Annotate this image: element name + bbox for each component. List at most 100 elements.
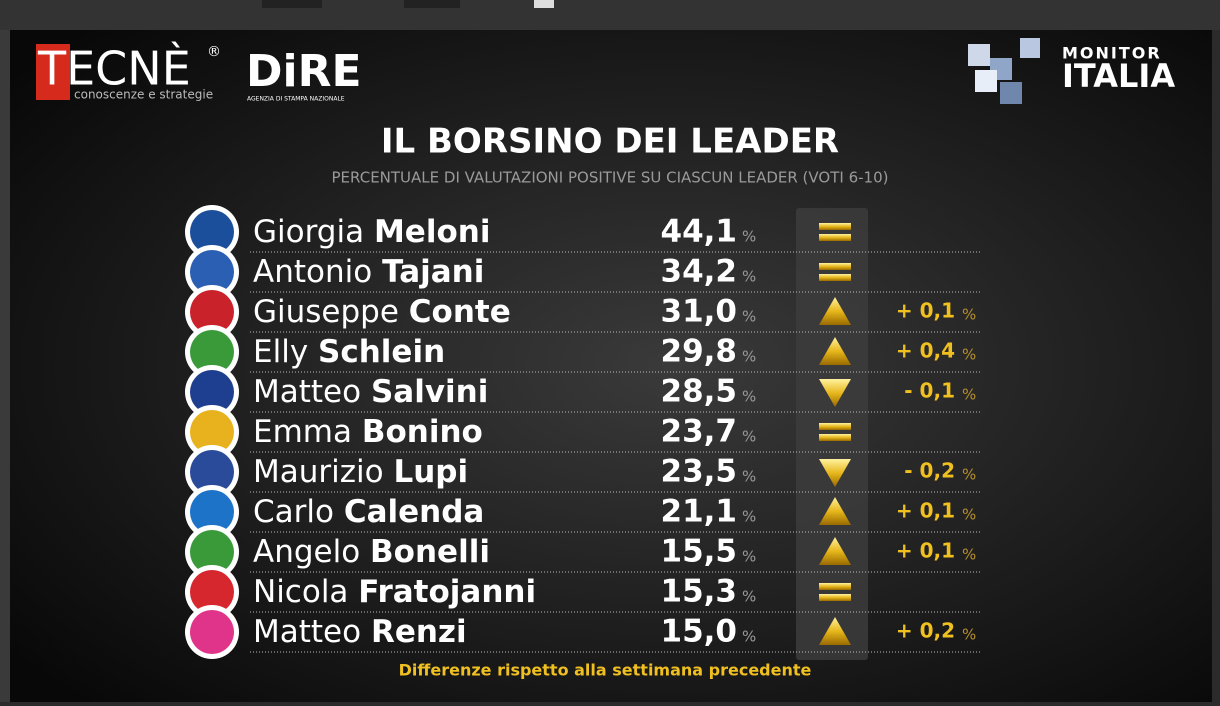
- rating-value: 44,1: [661, 214, 738, 250]
- rating-value: 34,2: [661, 254, 738, 290]
- last-name: Bonino: [362, 414, 483, 450]
- leader-row: Giuseppe Conte 31,0% + 0,1%: [185, 285, 982, 339]
- rating-unit: %: [742, 348, 756, 366]
- rating-value: 21,1: [661, 494, 738, 530]
- last-name: Calenda: [344, 494, 485, 530]
- trend-down: [819, 379, 851, 407]
- trend-equal: [819, 594, 851, 601]
- first-name: Angelo: [253, 534, 360, 570]
- rating-value: 15,3: [661, 574, 738, 610]
- change-unit: %: [962, 506, 976, 524]
- trend-up: [819, 297, 851, 325]
- download-button[interactable]: [534, 0, 554, 8]
- rating-unit: %: [742, 468, 756, 486]
- weekly-change: + 0,1: [896, 299, 955, 323]
- first-name: Carlo: [253, 494, 334, 530]
- leader-row: Giorgia Meloni 44,1%: [185, 205, 982, 259]
- zoom-field[interactable]: [404, 0, 460, 8]
- rating-value: 23,5: [661, 454, 738, 490]
- first-name: Maurizio: [253, 454, 384, 490]
- page-field[interactable]: [262, 0, 322, 8]
- first-name: Giorgia: [253, 214, 364, 250]
- party-logo-inner: [190, 210, 234, 254]
- trend-equal: [819, 223, 851, 230]
- rating-unit: %: [742, 268, 756, 286]
- leader-name: Giuseppe Conte: [253, 294, 511, 330]
- change-unit: %: [962, 466, 976, 484]
- rating-unit: %: [742, 588, 756, 606]
- trend-equal: [819, 234, 851, 241]
- tecne-sub: conoscenze e strategie: [74, 88, 213, 102]
- tecne-mark: [36, 44, 70, 100]
- monitor-cubes: [968, 38, 1040, 104]
- change-unit: %: [962, 346, 976, 364]
- toolbar: [0, 0, 1220, 30]
- last-name: Renzi: [371, 614, 467, 650]
- subtitle: PERCENTUALE DI VALUTAZIONI POSITIVE SU C…: [332, 169, 889, 187]
- tecne-logo: TECNÈ: [37, 42, 191, 96]
- first-name: Emma: [253, 414, 352, 450]
- first-name: Elly: [253, 334, 308, 370]
- dire-logo: DiRE: [246, 46, 362, 97]
- last-name: Tajani: [382, 254, 484, 290]
- change-unit: %: [962, 546, 976, 564]
- last-name: Bonelli: [370, 534, 490, 570]
- weekly-change: - 0,2: [904, 459, 955, 483]
- margin: [0, 30, 10, 702]
- first-name: Giuseppe: [253, 294, 399, 330]
- trend-up: [819, 617, 851, 645]
- leader-name: Matteo Renzi: [253, 614, 467, 650]
- party-logo-inner: [190, 290, 234, 334]
- party-logo-inner: [190, 530, 234, 574]
- rating-value: 29,8: [661, 334, 738, 370]
- party-logo-inner: [190, 490, 234, 534]
- trend-up: [819, 337, 851, 365]
- trend-up: [819, 497, 851, 525]
- dire-sub: AGENZIA DI STAMPA NAZIONALE: [247, 96, 345, 103]
- leader-name: Nicola Fratojanni: [253, 574, 536, 610]
- rating-unit: %: [742, 388, 756, 406]
- trend-equal: [819, 434, 851, 441]
- first-name: Matteo: [253, 614, 361, 650]
- tecne-reg: ®: [207, 44, 221, 60]
- change-unit: %: [962, 386, 976, 404]
- leader-name: Maurizio Lupi: [253, 454, 468, 490]
- rating-unit: %: [742, 548, 756, 566]
- leader-name: Emma Bonino: [253, 414, 483, 450]
- last-name: Conte: [409, 294, 511, 330]
- rating-unit: %: [742, 228, 756, 246]
- rows: Giorgia Meloni 44,1 %Antonio Tajani 34,2 %Gi…: [185, 205, 982, 659]
- last-name: Schlein: [318, 334, 445, 370]
- weekly-change: - 0,1: [904, 379, 955, 403]
- rating-value: 23,7: [661, 414, 738, 450]
- leader-name: Antonio Tajani: [253, 254, 484, 290]
- change-unit: %: [962, 306, 976, 324]
- leader-row: Angelo Bonelli 15,5% + 0,1%: [185, 525, 982, 579]
- leader-name: Elly Schlein: [253, 334, 445, 370]
- leader-row: Maurizio Lupi 23,5% - 0,2%: [185, 445, 982, 499]
- rating-unit: %: [742, 308, 756, 326]
- rating-value: 28,5: [661, 374, 738, 410]
- trend-equal: [819, 423, 851, 430]
- leader-row: Matteo Renzi 15,0% + 0,2%: [185, 605, 982, 659]
- last-name: Meloni: [374, 214, 491, 250]
- leader-row: Antonio Tajani 34,2%: [185, 245, 982, 299]
- leader-row: Matteo Salvini 28,5% - 0,1%: [185, 365, 982, 419]
- trend-equal: [819, 274, 851, 281]
- leader-name: Angelo Bonelli: [253, 534, 490, 570]
- leader-row: Carlo Calenda 21,1% + 0,1%: [185, 485, 982, 539]
- party-logo-inner: [190, 610, 234, 654]
- weekly-change: + 0,1: [896, 499, 955, 523]
- rating-value: 15,5: [661, 534, 738, 570]
- weekly-change: + 0,2: [896, 619, 955, 643]
- weekly-change: + 0,1: [896, 539, 955, 563]
- leader-row: Elly Schlein 29,8% + 0,4%: [185, 325, 982, 379]
- first-name: Nicola: [253, 574, 348, 610]
- first-name: Antonio: [253, 254, 372, 290]
- party-logo-inner: [190, 370, 234, 414]
- leader-row: Nicola Fratojanni 15,3%: [185, 565, 982, 619]
- trend-equal: [819, 263, 851, 270]
- leader-name: Matteo Salvini: [253, 374, 488, 410]
